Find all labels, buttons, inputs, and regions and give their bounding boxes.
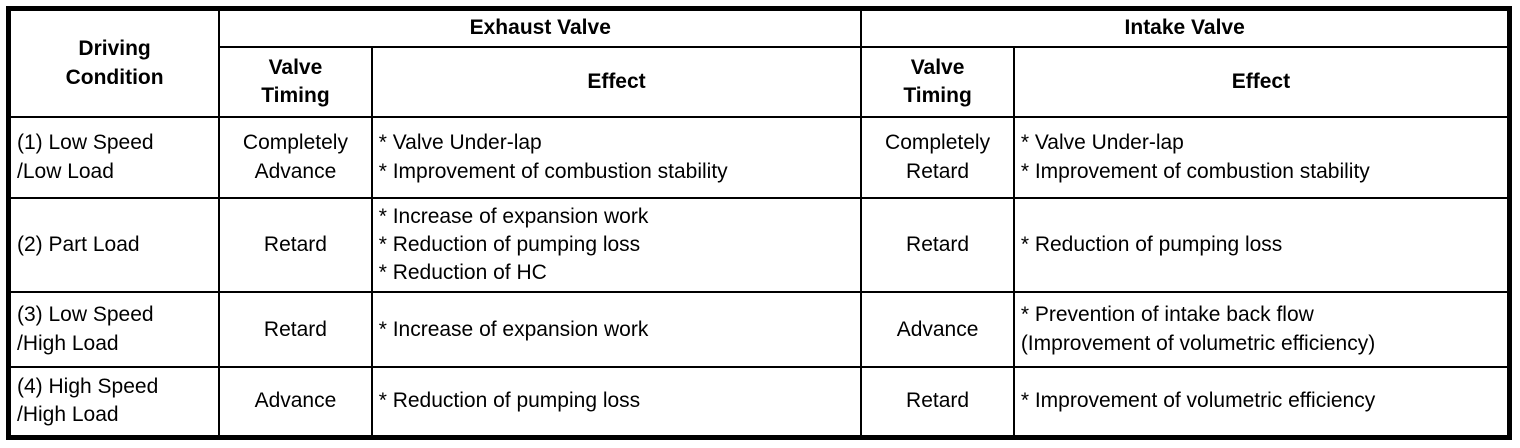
cell-exhaust-effect: * Reduction of pumping loss xyxy=(370,365,863,439)
cell-exhaust-timing: Completely Advance xyxy=(218,116,373,199)
valve-timing-effects-table: Driving Condition Exhaust Valve Intake V… xyxy=(6,6,1512,440)
cell-intake-effect: * Prevention of intake back flow (Improv… xyxy=(1012,291,1511,368)
header-exhaust-valve: Exhaust Valve xyxy=(218,7,863,48)
cell-exhaust-timing: Advance xyxy=(218,365,373,439)
cell-exhaust-effect: * Valve Under-lap * Improvement of combu… xyxy=(370,116,863,199)
table-header-row-groups: Driving Condition Exhaust Valve Intake V… xyxy=(7,7,1511,119)
cell-exhaust-timing: Retard xyxy=(218,291,373,368)
header-exhaust-effect: Effect xyxy=(370,45,863,119)
cell-exhaust-effect: * Increase of expansion work xyxy=(370,291,863,368)
table-row-part-load: (2) Part Load Retard * Increase of expan… xyxy=(7,196,1511,294)
header-driving-condition: Driving Condition xyxy=(7,7,221,119)
cell-intake-timing: Retard xyxy=(860,365,1015,439)
valve-timing-table-container: Driving Condition Exhaust Valve Intake V… xyxy=(6,6,1512,440)
cell-intake-timing: Advance xyxy=(860,291,1015,368)
table-header-row-subcolumns: Valve Timing Effect Valve Timing Effect xyxy=(9,45,1511,119)
header-intake-valve: Intake Valve xyxy=(860,7,1511,48)
cell-condition: (1) Low Speed /Low Load xyxy=(7,116,221,199)
cell-condition: (2) Part Load xyxy=(7,196,221,294)
cell-condition: (4) High Speed /High Load xyxy=(7,365,221,439)
table-row-low-speed-low-load: (1) Low Speed /Low Load Completely Advan… xyxy=(7,116,1511,199)
cell-intake-timing: Retard xyxy=(860,196,1015,294)
cell-intake-timing: Completely Retard xyxy=(860,116,1015,199)
cell-condition: (3) Low Speed /High Load xyxy=(7,291,221,368)
cell-intake-effect: * Reduction of pumping loss xyxy=(1012,196,1511,294)
table-row-low-speed-high-load: (3) Low Speed /High Load Retard * Increa… xyxy=(7,291,1511,368)
header-intake-valve-timing: Valve Timing xyxy=(860,45,1015,119)
header-exhaust-valve-timing: Valve Timing xyxy=(218,45,373,119)
table-row-high-speed-high-load: (4) High Speed /High Load Advance * Redu… xyxy=(7,365,1511,439)
cell-intake-effect: * Valve Under-lap * Improvement of combu… xyxy=(1012,116,1511,199)
header-intake-effect: Effect xyxy=(1012,45,1511,119)
cell-exhaust-effect: * Increase of expansion work * Reduction… xyxy=(370,196,863,294)
cell-intake-effect: * Improvement of volumetric efficiency xyxy=(1012,365,1511,439)
cell-exhaust-timing: Retard xyxy=(218,196,373,294)
